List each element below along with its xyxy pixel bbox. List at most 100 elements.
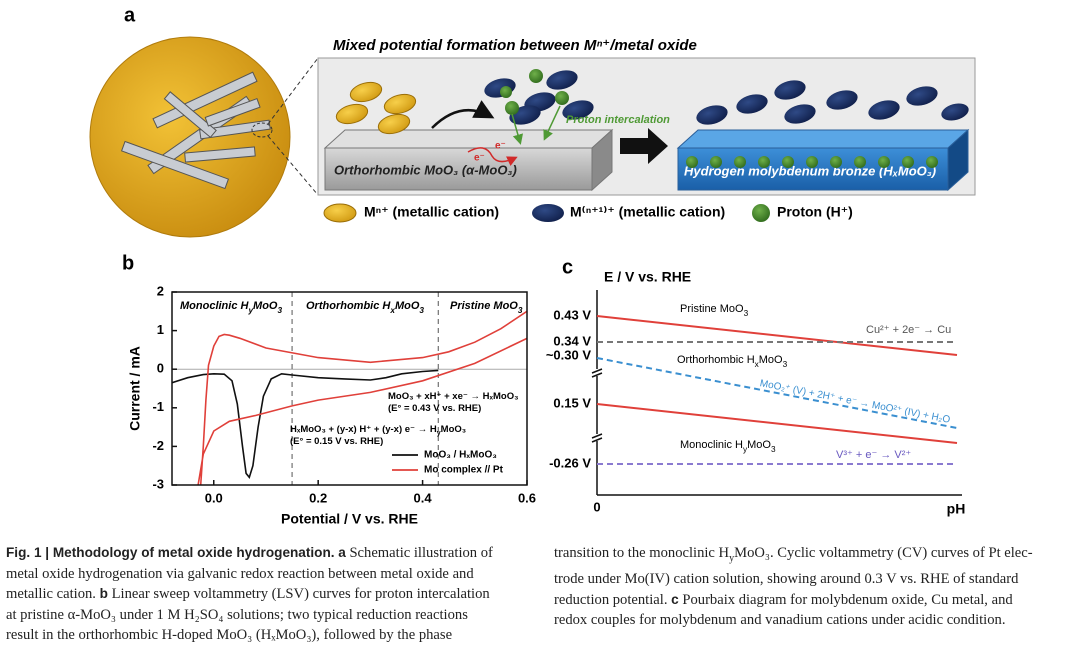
text-run: MoO <box>759 354 783 366</box>
caption-text: metal oxide hydrogenation via galvanic r… <box>6 565 474 582</box>
annotation: (E° = 0.15 V vs. RHE) <box>290 436 383 447</box>
proton-arrow <box>543 105 561 141</box>
slab-label: Orthorhombic MoO₃ (α-MoO₃) <box>334 162 517 177</box>
legend-label: Proton (H⁺) <box>777 204 853 220</box>
caption-text: result in the orthorhombic H-doped MoO₃ … <box>6 627 453 643</box>
text-run: y <box>743 445 748 454</box>
level-label: 0.15 V <box>553 395 591 410</box>
caption-line: reduction potential. c Pourbaix diagram … <box>554 590 1033 611</box>
text-run: HₓMoO₃ + (y-x) H⁺ + (y-x) e⁻ → H <box>290 424 437 435</box>
proton-arrow <box>511 113 523 145</box>
caption-text: redox couples for molybdenum and vanadiu… <box>554 612 1006 629</box>
text-run: 3 <box>783 360 788 369</box>
x-tick-label: 0.6 <box>518 490 536 505</box>
text-run: MoO <box>747 439 771 451</box>
caption-panel-letter: a <box>338 545 346 560</box>
y-tick-label: -1 <box>152 399 164 414</box>
panel-label: b <box>122 252 134 274</box>
y-tick-label: 0 <box>157 361 164 376</box>
text-run: Orthorhombic H <box>677 354 755 366</box>
slab-label: Hydrogen molybdenum bronze (HₓMoO₃) <box>684 163 936 178</box>
caption-panel-letter: c <box>671 591 679 607</box>
axis-break <box>591 368 603 378</box>
legend-label: MoO₃ / HₓMoO₃ <box>424 450 497 461</box>
level-label: -0.26 V <box>549 455 591 470</box>
legend-label: Mⁿ⁺ (metallic cation) <box>364 204 499 220</box>
y-axis-label: Current / mA <box>127 346 143 431</box>
plot-frame <box>171 291 528 486</box>
caption-lead: Fig. 1 | Methodology of metal oxide hydr… <box>6 545 335 560</box>
caption-line: Fig. 1 | Methodology of metal oxide hydr… <box>6 543 493 564</box>
rods <box>120 71 271 190</box>
text-run: 3 <box>278 306 283 315</box>
caption-text: Schematic illustration of <box>349 545 493 561</box>
phase-label: Orthorhombic HxMoO3 <box>677 354 788 369</box>
caption-text: y <box>729 552 735 564</box>
electron-label: e⁻ <box>495 141 506 152</box>
legend-swatch <box>532 204 564 222</box>
text-run: x <box>755 360 760 369</box>
redox-label: Cu²⁺ + 2e⁻ → Cu <box>866 324 951 336</box>
y-tick-label: -2 <box>152 438 164 453</box>
caption-text: Pourbaix diagram for molybdenum oxide, C… <box>682 591 1013 608</box>
axis-break <box>591 433 603 443</box>
text-run: y <box>437 429 441 437</box>
text-run: Monoclinic H <box>680 439 743 451</box>
annotation: MoO₃ + xH⁺ + xe⁻ → HₓMoO₃ <box>388 391 519 402</box>
region-label: Pristine MoO3 <box>450 300 523 315</box>
caption-text: at pristine α-MoO₃ under 1 M H₂SO₄ solut… <box>6 606 468 623</box>
zoom-spot <box>251 122 273 138</box>
series-line <box>172 369 439 479</box>
axis-break <box>591 369 603 376</box>
x-axis-label: Potential / V vs. RHE <box>281 511 418 527</box>
proton-label: Proton intercalation <box>566 114 670 126</box>
slab-front <box>677 147 949 191</box>
caption-text: MoO₃. Cyclic voltammetry (CV) curves of … <box>734 545 1033 561</box>
cations <box>335 69 969 168</box>
x-axis-label: pH <box>947 501 966 517</box>
text-run: y <box>247 306 253 315</box>
text-run: (E° = 0.43 V vs. RHE) <box>388 403 481 414</box>
text-run: Pristine MoO <box>450 300 518 312</box>
caption-text: transition to the monoclinic H <box>554 545 730 561</box>
legend-label: Mo complex // Pt <box>424 465 504 476</box>
text-run: Pristine MoO <box>680 303 744 315</box>
caption-line: metallic cation. b Linear sweep voltamme… <box>6 584 493 605</box>
figure: a Mixed potential formation between Mⁿ⁺/… <box>89 4 976 527</box>
caption-text: trode under Mo(IV) cation solution, show… <box>554 571 1019 588</box>
caption-text: reduction potential. <box>554 591 668 608</box>
panel-title: Mixed potential formation between Mⁿ⁺/me… <box>333 37 697 54</box>
x-origin: 0 <box>593 499 600 514</box>
caption-text: metallic cation. <box>6 586 96 602</box>
zoom-line <box>267 135 319 196</box>
text-run: (E° = 0.15 V vs. RHE) <box>290 436 383 447</box>
electron-label: e⁻ <box>474 153 485 164</box>
redox-label: V³⁺ + e⁻ → V²⁺ <box>836 449 911 461</box>
y-tick-label: -3 <box>152 476 164 491</box>
text-run: x <box>389 306 395 315</box>
caption-line: redox couples for molybdenum and vanadiu… <box>554 610 1033 631</box>
legend-swatch <box>752 204 770 222</box>
caption-line: result in the orthorhombic H-doped MoO₃ … <box>6 625 493 646</box>
phase-label: Monoclinic HyMoO3 <box>680 439 776 454</box>
panel-label: a <box>124 4 136 26</box>
region-label: Orthorhombic HxMoO3 <box>306 300 424 315</box>
caption-line: metal oxide hydrogenation via galvanic r… <box>6 564 493 585</box>
phase-label: Pristine MoO3 <box>680 303 749 318</box>
slab-front <box>324 147 593 191</box>
text-run: V³⁺ + e⁻ → V²⁺ <box>836 449 911 461</box>
panel-a: a Mixed potential formation between Mⁿ⁺/… <box>89 4 976 238</box>
pristine-line <box>596 315 958 356</box>
text-run: 3 <box>771 445 776 454</box>
panel-c: c E / V vs. RHE 0.43 V 0.34 V ~0.30 V 0.… <box>546 256 966 516</box>
text-run: Orthorhombic H <box>306 300 391 312</box>
caption-panel-letter: b <box>99 586 108 601</box>
text-run: MoO <box>395 300 420 312</box>
y-tick-label: 2 <box>157 283 164 298</box>
y-axis-label: E / V vs. RHE <box>604 269 691 285</box>
level-label: 0.34 V <box>553 333 591 348</box>
axis-break <box>591 434 603 441</box>
caption-right: transition to the monoclinic HyMoO₃. Cyc… <box>554 543 1033 631</box>
